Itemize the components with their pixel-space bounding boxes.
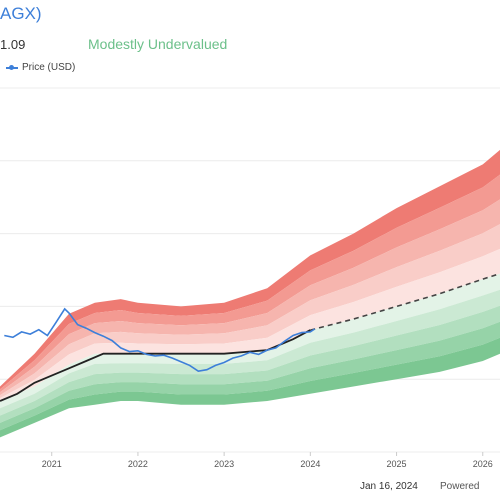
powered-by-note: Powered — [440, 481, 480, 492]
page-title: AGX) — [0, 4, 42, 23]
x-tick-label: 2023 — [214, 459, 234, 469]
x-tick-label: 2024 — [300, 459, 320, 469]
fair-value-line — [0, 329, 311, 402]
price-value: 1.09 — [0, 37, 26, 52]
legend-label-price: Price (USD) — [22, 62, 76, 73]
x-tick-label: 2026 — [473, 459, 493, 469]
x-tick-label: 2021 — [42, 459, 62, 469]
as-of-date: Jan 16, 2024 — [360, 481, 418, 492]
x-tick-label: 2022 — [128, 459, 148, 469]
projection-line — [310, 272, 500, 331]
legend-line-icon — [6, 64, 18, 70]
chart-legend: Price (USD) — [6, 62, 75, 73]
valuation-bands — [0, 149, 500, 438]
series-lines — [0, 272, 500, 402]
valuation-label: Modestly Undervalued — [88, 36, 228, 52]
x-tick-label: 2025 — [387, 459, 407, 469]
x-axis-ticks: 2021 2022 2023 2024 2025 2026 — [42, 452, 493, 469]
price-line — [4, 307, 316, 373]
